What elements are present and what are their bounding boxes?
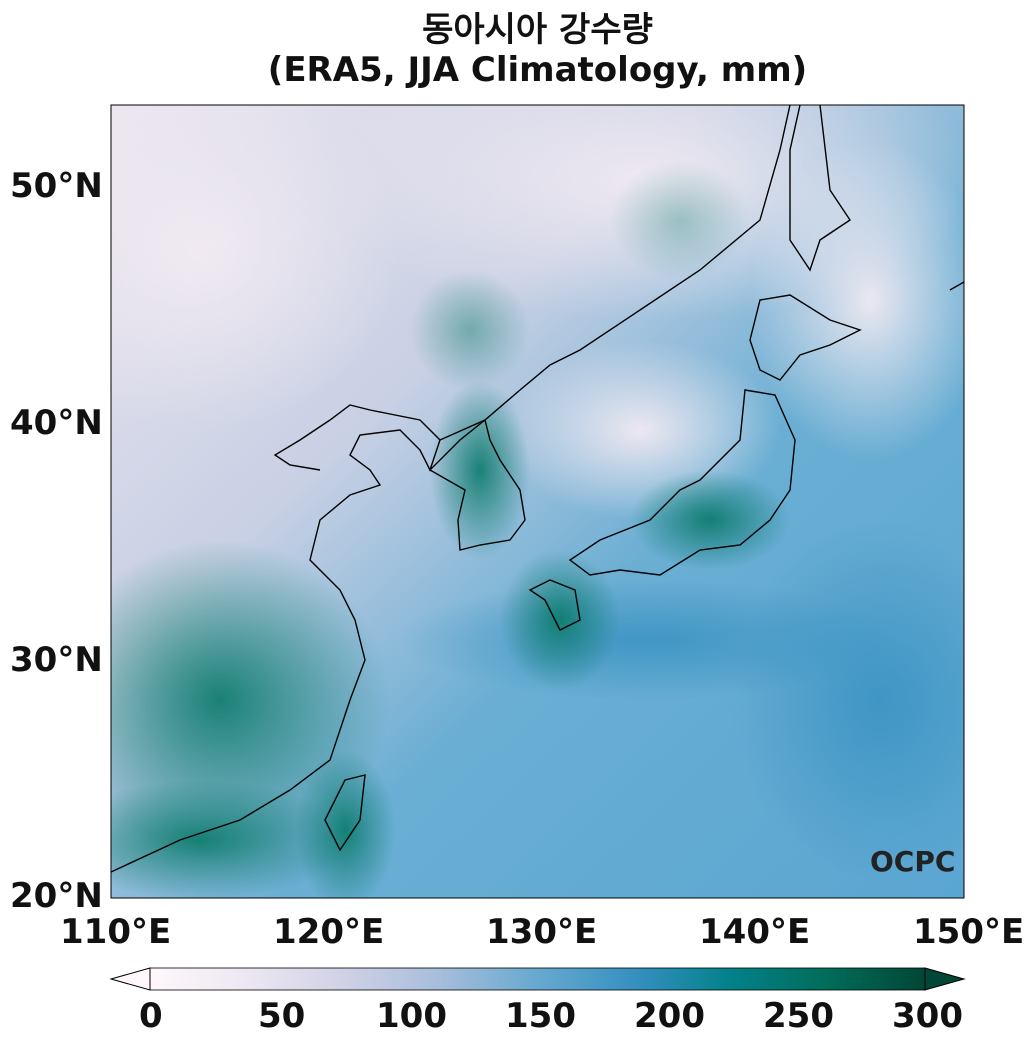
logo: OCPC xyxy=(870,845,956,878)
colorbar-gradient xyxy=(150,968,925,990)
colorbar-tick-200: 200 xyxy=(634,996,705,1036)
lat-tick-50: 50°N xyxy=(10,166,103,206)
lat-tick-40: 40°N xyxy=(10,403,103,443)
colorbar-min-extend xyxy=(109,967,151,991)
colorbar xyxy=(109,967,966,991)
map-frame xyxy=(110,104,965,899)
colorbar-tick-150: 150 xyxy=(505,996,576,1036)
lon-tick-120: 120°E xyxy=(273,912,385,952)
colorbar-tick-0: 0 xyxy=(139,996,163,1036)
title-line-2: (ERA5, JJA Climatology, mm) xyxy=(267,50,808,90)
title-line-1: 동아시아 강수량 xyxy=(422,10,653,50)
colorbar-tick-300: 300 xyxy=(892,996,963,1036)
lon-tick-130: 130°E xyxy=(486,912,598,952)
coastlines xyxy=(111,105,964,873)
lon-tick-140: 140°E xyxy=(699,912,811,952)
lon-tick-110: 110°E xyxy=(60,912,172,952)
lon-tick-150: 150°E xyxy=(913,912,1025,952)
colorbar-tick-100: 100 xyxy=(376,996,447,1036)
lat-tick-30: 30°N xyxy=(10,640,103,680)
colorbar-tick-250: 250 xyxy=(763,996,834,1036)
colorbar-max-extend xyxy=(924,967,966,991)
colorbar-tick-50: 50 xyxy=(258,996,306,1036)
lat-tick-20: 20°N xyxy=(10,876,103,916)
